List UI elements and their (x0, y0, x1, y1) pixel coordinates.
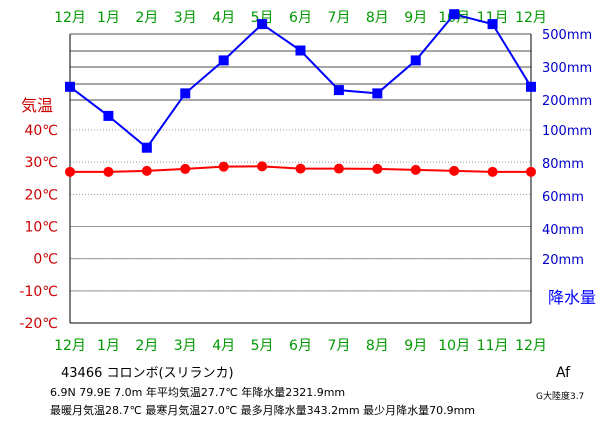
precipitation-tick-label: 60mm (542, 190, 584, 205)
temperature-point (103, 166, 114, 177)
month-label-bottom: 11月 (477, 338, 509, 354)
station-extremes: 最暖月気温28.7℃ 最寒月気温27.0℃ 最多月降水量343.2mm 最少月降… (50, 404, 476, 417)
temperature-tick-label: 10℃ (24, 220, 58, 236)
station-title: 43466 コロンボ(スリランカ) (61, 366, 234, 381)
month-label-bottom: 8月 (366, 338, 389, 354)
month-label-bottom: 10月 (438, 338, 470, 354)
precipitation-tick-label: 40mm (542, 223, 584, 238)
precipitation-series (65, 9, 536, 153)
temperature-point (449, 165, 460, 176)
month-label-bottom: 3月 (174, 338, 197, 354)
temperature-point (333, 163, 344, 174)
month-label-top: 2月 (135, 10, 158, 26)
climate-classification: Af (556, 365, 571, 381)
month-label-top: 12月 (54, 10, 86, 26)
precipitation-tick-label: 100mm (542, 124, 592, 139)
month-label-top: 8月 (366, 10, 389, 26)
precipitation-point (180, 88, 191, 99)
month-label-top: 3月 (174, 10, 197, 26)
precipitation-point (295, 45, 306, 56)
precipitation-axis-title: 降水量 (548, 288, 596, 307)
precipitation-point (333, 85, 344, 96)
precipitation-point (487, 19, 498, 30)
precipitation-point (410, 55, 421, 66)
month-label-bottom: 9月 (404, 338, 427, 354)
month-label-top: 7月 (327, 10, 350, 26)
grid-lines (69, 33, 532, 324)
continentality-index: G大陸度3.7 (536, 392, 585, 402)
month-label-top: 4月 (212, 10, 235, 26)
precipitation-tick-label: 80mm (542, 157, 584, 172)
temperature-series (65, 161, 536, 177)
precipitation-axis: 500mm 300mm 200mm 100mm 80mm 60mm 40mm 20mm 降水量 (542, 28, 596, 307)
temperature-tick-label: 40℃ (24, 123, 58, 139)
precipitation-tick-label: 300mm (542, 61, 592, 76)
month-label-top: 1月 (97, 10, 120, 26)
month-label-bottom: 12月 (54, 338, 86, 354)
precipitation-point (65, 81, 75, 92)
temperature-point (141, 165, 152, 176)
temperature-tick-label: 30℃ (24, 155, 58, 171)
month-label-bottom: 1月 (97, 338, 120, 354)
month-label-bottom: 12月 (515, 338, 547, 354)
precipitation-point (103, 110, 114, 121)
month-label-bottom: 4月 (212, 338, 235, 354)
month-label-top: 6月 (289, 10, 312, 26)
temperature-tick-label: -20℃ (19, 316, 58, 332)
temperature-point (65, 166, 75, 177)
temperature-tick-label: 20℃ (24, 187, 58, 203)
temperature-point (295, 163, 306, 174)
temperature-axis-title: 気温 (21, 96, 53, 115)
precipitation-tick-label: 500mm (542, 28, 592, 43)
temperature-tick-label: 0℃ (33, 252, 58, 268)
precipitation-point (526, 81, 536, 92)
month-label-bottom: 6月 (289, 338, 312, 354)
temperature-tick-label: -10℃ (19, 284, 58, 300)
month-label-top: 12月 (515, 10, 547, 26)
precipitation-tick-label: 200mm (542, 94, 592, 109)
temperature-point (218, 161, 229, 172)
month-label-top: 5月 (251, 10, 274, 26)
precipitation-point (449, 9, 460, 20)
precipitation-point (372, 88, 383, 99)
temperature-point (372, 163, 383, 174)
temperature-point (487, 166, 498, 177)
temperature-axis: 気温 40℃ 30℃ 20℃ 10℃ 0℃ -10℃ -20℃ (19, 96, 58, 332)
temperature-point (257, 161, 268, 172)
station-summary: 6.9N 79.9E 7.0m 年平均気温27.7℃ 年降水量2321.9mm (50, 386, 346, 399)
precipitation-point (257, 19, 268, 30)
month-labels-bottom: 12月 1月 2月 3月 4月 5月 6月 7月 8月 9月 10月 11月 12月 (54, 338, 547, 354)
month-label-bottom: 7月 (327, 338, 350, 354)
temperature-point (410, 164, 421, 175)
month-label-top: 9月 (404, 10, 427, 26)
precipitation-point (218, 55, 229, 66)
temperature-point (180, 163, 191, 174)
temperature-point (526, 166, 536, 177)
precipitation-point (141, 142, 152, 153)
precipitation-tick-label: 20mm (542, 253, 584, 268)
month-label-bottom: 5月 (251, 338, 274, 354)
month-label-bottom: 2月 (135, 338, 158, 354)
